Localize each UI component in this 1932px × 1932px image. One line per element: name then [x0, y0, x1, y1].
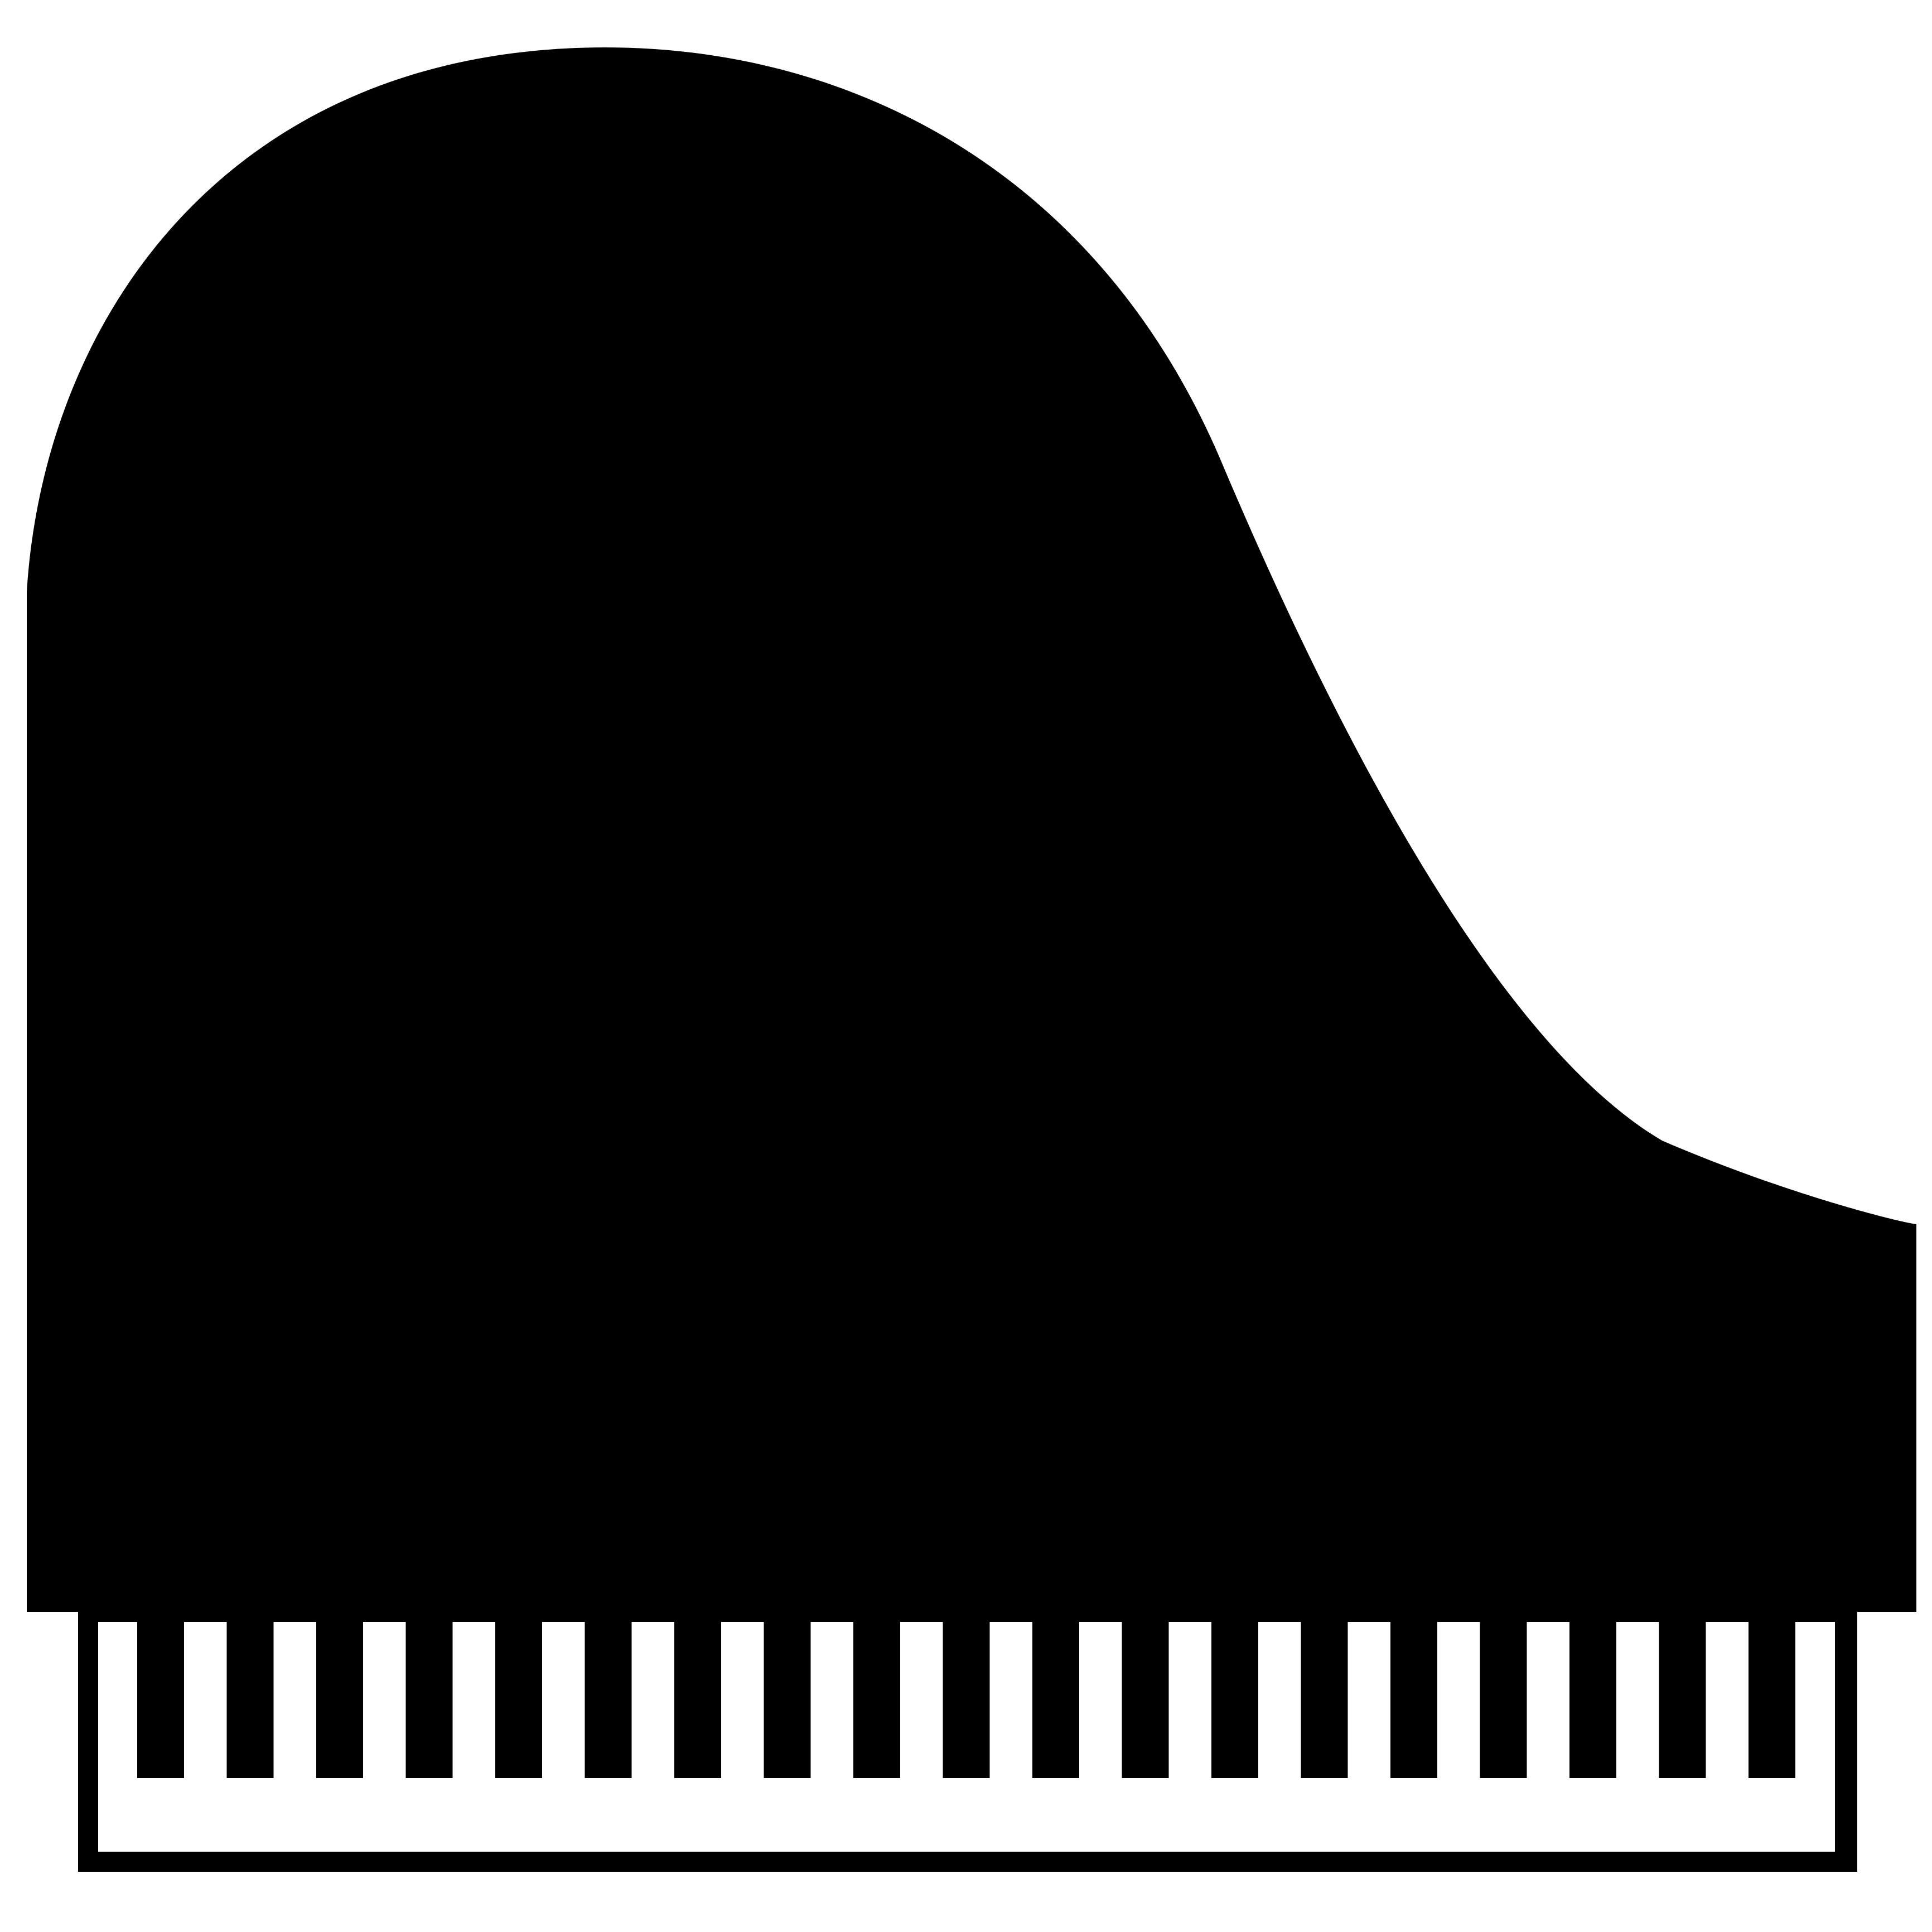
black-key — [316, 1622, 363, 1778]
black-key — [1749, 1622, 1795, 1778]
black-key — [943, 1622, 990, 1778]
black-key — [1122, 1622, 1169, 1778]
black-key — [1301, 1622, 1348, 1778]
black-key — [674, 1622, 721, 1778]
black-key — [764, 1622, 811, 1778]
black-key — [495, 1622, 542, 1778]
black-keys-group — [137, 1622, 1795, 1778]
black-key — [1390, 1622, 1437, 1778]
piano-body-silhouette — [27, 47, 1916, 1872]
black-key — [226, 1622, 274, 1778]
black-key — [1569, 1622, 1616, 1778]
black-key — [585, 1622, 632, 1778]
black-key — [1659, 1622, 1706, 1778]
black-key — [405, 1622, 453, 1778]
black-key — [1032, 1622, 1079, 1778]
black-key — [1211, 1622, 1258, 1778]
black-key — [137, 1622, 184, 1778]
black-key — [1480, 1622, 1527, 1778]
black-key — [853, 1622, 900, 1778]
